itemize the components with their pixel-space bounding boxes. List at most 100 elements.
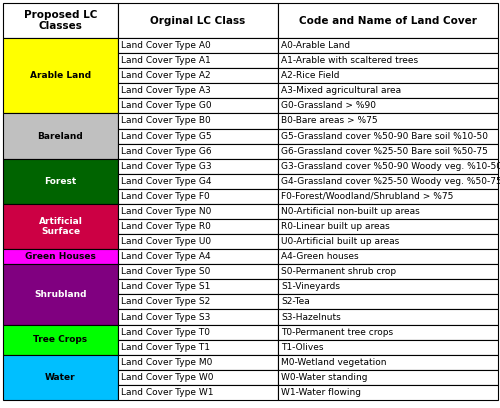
Text: A2-Rice Field: A2-Rice Field <box>281 71 340 80</box>
Bar <box>118 3 278 38</box>
Bar <box>278 38 498 53</box>
Text: Land Cover Type S2: Land Cover Type S2 <box>121 297 210 306</box>
Bar <box>118 234 278 249</box>
Bar <box>118 113 278 129</box>
Text: W1-Water flowing: W1-Water flowing <box>281 388 361 397</box>
Text: Land Cover Type B0: Land Cover Type B0 <box>121 116 211 125</box>
Bar <box>278 385 498 400</box>
Text: Land Cover Type W1: Land Cover Type W1 <box>121 388 214 397</box>
Bar <box>3 355 118 400</box>
Text: Land Cover Type A4: Land Cover Type A4 <box>121 252 210 261</box>
Text: T1-Olives: T1-Olives <box>281 343 324 352</box>
Text: S2-Tea: S2-Tea <box>281 297 310 306</box>
Text: Land Cover Type G0: Land Cover Type G0 <box>121 101 212 111</box>
Text: G3-Grassland cover %50-90 Woody veg. %10-50: G3-Grassland cover %50-90 Woody veg. %10… <box>281 162 500 171</box>
Bar <box>3 3 118 38</box>
Bar <box>118 204 278 219</box>
Text: Land Cover Type T1: Land Cover Type T1 <box>121 343 210 352</box>
Bar <box>278 113 498 129</box>
Bar <box>118 340 278 355</box>
Bar <box>118 385 278 400</box>
Text: Tree Crops: Tree Crops <box>34 335 88 344</box>
Text: T0-Permanent tree crops: T0-Permanent tree crops <box>281 328 393 337</box>
Bar <box>118 325 278 340</box>
Text: F0-Forest/Woodland/Shrubland > %75: F0-Forest/Woodland/Shrubland > %75 <box>281 192 454 201</box>
Bar <box>118 355 278 370</box>
Bar <box>278 264 498 279</box>
Bar <box>278 370 498 385</box>
Text: Land Cover Type S3: Land Cover Type S3 <box>121 313 210 322</box>
Bar <box>3 38 118 113</box>
Bar <box>278 83 498 98</box>
Text: Green Houses: Green Houses <box>25 252 96 261</box>
Text: Land Cover Type S0: Land Cover Type S0 <box>121 267 210 276</box>
Text: Land Cover Type A0: Land Cover Type A0 <box>121 41 211 50</box>
Bar <box>118 249 278 264</box>
Text: Land Cover Type A1: Land Cover Type A1 <box>121 56 211 65</box>
Bar <box>278 204 498 219</box>
Bar <box>278 234 498 249</box>
Bar <box>118 264 278 279</box>
Text: Land Cover Type G6: Land Cover Type G6 <box>121 146 212 155</box>
Text: S1-Vineyards: S1-Vineyards <box>281 282 340 291</box>
Bar <box>118 68 278 83</box>
Text: G5-Grassland cover %50-90 Bare soil %10-50: G5-Grassland cover %50-90 Bare soil %10-… <box>281 131 488 140</box>
Text: Land Cover Type F0: Land Cover Type F0 <box>121 192 210 201</box>
Bar <box>278 98 498 113</box>
Text: Shrubland: Shrubland <box>34 290 87 299</box>
Bar <box>278 340 498 355</box>
Bar <box>278 355 498 370</box>
Bar <box>278 159 498 174</box>
Text: Land Cover Type R0: Land Cover Type R0 <box>121 222 211 231</box>
Text: Artificial
Surface: Artificial Surface <box>38 217 82 236</box>
Text: Land Cover Type N0: Land Cover Type N0 <box>121 207 212 216</box>
Bar <box>278 310 498 325</box>
Text: Water: Water <box>45 373 76 382</box>
Bar <box>278 53 498 68</box>
Bar <box>278 189 498 204</box>
Text: A0-Arable Land: A0-Arable Land <box>281 41 350 50</box>
Bar <box>118 98 278 113</box>
Bar <box>3 159 118 204</box>
Bar <box>118 219 278 234</box>
Bar <box>118 279 278 295</box>
Text: Land Cover Type U0: Land Cover Type U0 <box>121 237 211 246</box>
Bar <box>278 325 498 340</box>
Text: Land Cover Type M0: Land Cover Type M0 <box>121 358 212 367</box>
Text: A3-Mixed agricultural area: A3-Mixed agricultural area <box>281 86 401 95</box>
Text: Code and Name of Land Cover: Code and Name of Land Cover <box>299 16 477 25</box>
Text: A1-Arable with scaltered trees: A1-Arable with scaltered trees <box>281 56 418 65</box>
Text: Bareland: Bareland <box>38 131 84 140</box>
Bar <box>278 174 498 189</box>
Text: G4-Grassland cover %25-50 Woody veg. %50-75: G4-Grassland cover %25-50 Woody veg. %50… <box>281 177 500 186</box>
Bar <box>278 3 498 38</box>
Text: Land Cover Type W0: Land Cover Type W0 <box>121 373 214 382</box>
Bar <box>3 113 118 159</box>
Text: N0-Artificial non-built up areas: N0-Artificial non-built up areas <box>281 207 420 216</box>
Text: Land Cover Type A3: Land Cover Type A3 <box>121 86 211 95</box>
Bar <box>278 279 498 295</box>
Bar <box>118 295 278 310</box>
Text: A4-Green houses: A4-Green houses <box>281 252 358 261</box>
Text: G0-Grassland > %90: G0-Grassland > %90 <box>281 101 376 111</box>
Bar <box>3 249 118 264</box>
Text: Arable Land: Arable Land <box>30 71 91 80</box>
Text: Land Cover Type S1: Land Cover Type S1 <box>121 282 210 291</box>
Bar <box>118 159 278 174</box>
Text: Land Cover Type A2: Land Cover Type A2 <box>121 71 210 80</box>
Bar <box>278 68 498 83</box>
Text: R0-Linear built up areas: R0-Linear built up areas <box>281 222 390 231</box>
Bar <box>278 129 498 144</box>
Text: Proposed LC
Classes: Proposed LC Classes <box>24 10 97 31</box>
Text: M0-Wetland vegetation: M0-Wetland vegetation <box>281 358 386 367</box>
Bar <box>118 53 278 68</box>
Bar <box>118 189 278 204</box>
Text: S3-Hazelnuts: S3-Hazelnuts <box>281 313 341 322</box>
Bar <box>118 310 278 325</box>
Bar <box>118 174 278 189</box>
Text: Orginal LC Class: Orginal LC Class <box>150 16 246 25</box>
Bar <box>278 249 498 264</box>
Bar <box>118 370 278 385</box>
Text: G6-Grassland cover %25-50 Bare soil %50-75: G6-Grassland cover %25-50 Bare soil %50-… <box>281 146 488 155</box>
Bar <box>118 83 278 98</box>
